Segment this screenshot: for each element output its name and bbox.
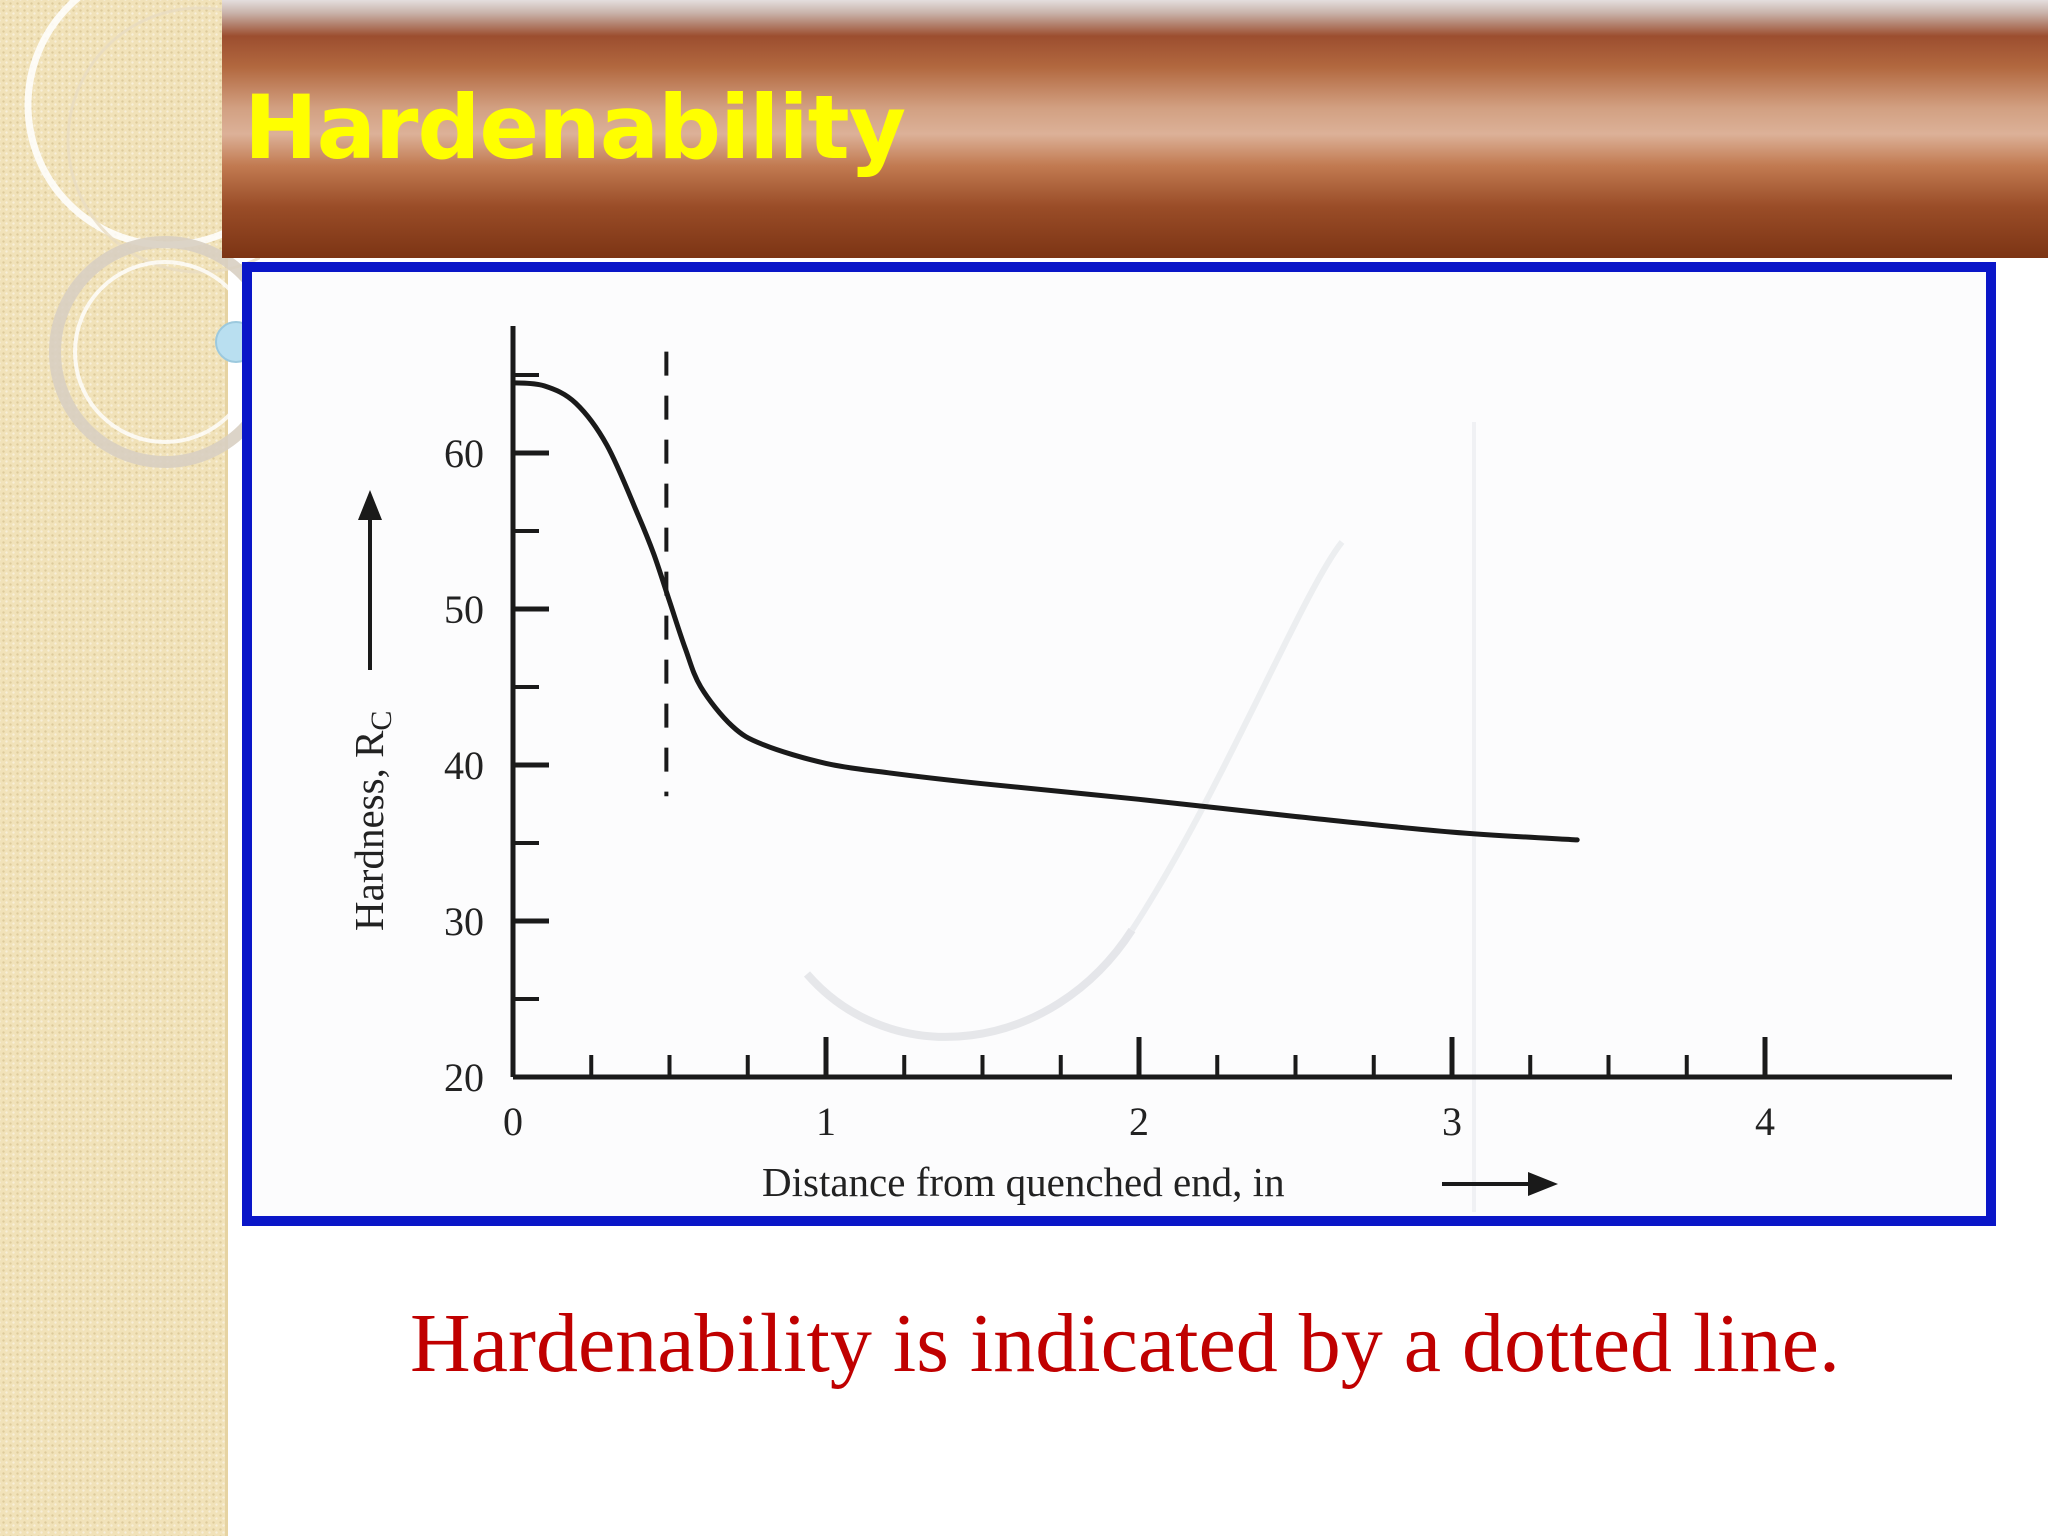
decorative-rings xyxy=(24,0,260,468)
title-band xyxy=(222,0,2048,258)
slide-title: Hardenability xyxy=(244,76,906,179)
x-tick-label: 1 xyxy=(816,1099,836,1144)
x-tick-label: 3 xyxy=(1442,1099,1462,1144)
slide-caption: Hardenability is indicated by a dotted l… xyxy=(410,1297,1840,1390)
hardness-curve xyxy=(510,380,1580,843)
y-axis-title-main: Hardness, R xyxy=(346,730,392,931)
x-axis-arrow-head xyxy=(1528,1172,1558,1196)
figure-frame: 20 30 40 50 60 0 1 2 3 4 Hardness, RC Distance f… xyxy=(242,262,1996,1226)
y-tick-label: 50 xyxy=(444,587,484,632)
x-axis-title: Distance from quenched end, in xyxy=(762,1159,1285,1205)
y-axis-arrow-head xyxy=(358,490,382,520)
hardenability-chart: 20 30 40 50 60 0 1 2 3 4 Hardness, RC Distance f… xyxy=(346,326,1952,1212)
y-axis-title: Hardness, RC xyxy=(346,711,398,931)
y-axis-title-subscript: C xyxy=(365,711,398,731)
y-tick-label: 60 xyxy=(444,431,484,476)
y-tick-label: 30 xyxy=(444,899,484,944)
y-tick-label: 20 xyxy=(444,1055,484,1100)
faint-bleedthrough-traces xyxy=(803,422,1476,1212)
x-tick-label: 0 xyxy=(503,1099,523,1144)
y-tick-label: 40 xyxy=(444,743,484,788)
x-tick-label: 4 xyxy=(1755,1099,1775,1144)
x-tick-label: 2 xyxy=(1129,1099,1149,1144)
